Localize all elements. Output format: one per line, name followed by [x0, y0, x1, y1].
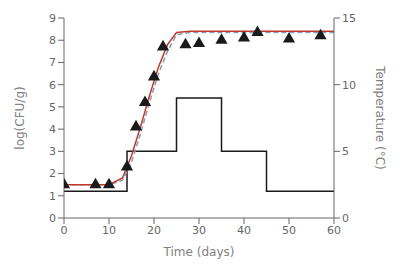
svg-text:log(CFU/g): log(CFU/g) — [13, 86, 27, 149]
svg-text:0: 0 — [342, 212, 349, 225]
svg-text:30: 30 — [192, 224, 206, 237]
svg-text:6: 6 — [49, 79, 56, 92]
svg-text:10: 10 — [342, 79, 356, 92]
svg-text:1: 1 — [49, 190, 56, 203]
svg-text:5: 5 — [342, 145, 349, 158]
svg-text:40: 40 — [237, 224, 251, 237]
svg-text:10: 10 — [102, 224, 116, 237]
svg-text:5: 5 — [49, 101, 56, 114]
svg-text:Time (days): Time (days) — [163, 245, 235, 259]
svg-text:60: 60 — [327, 224, 341, 237]
svg-text:2: 2 — [49, 167, 56, 180]
svg-text:15: 15 — [342, 12, 356, 25]
svg-text:0: 0 — [49, 212, 56, 225]
svg-text:3: 3 — [49, 145, 56, 158]
svg-text:4: 4 — [49, 123, 56, 136]
svg-text:20: 20 — [147, 224, 161, 237]
svg-text:0: 0 — [61, 224, 68, 237]
svg-text:Temperature (°C): Temperature (°C) — [373, 65, 387, 170]
svg-text:8: 8 — [49, 34, 56, 47]
svg-text:9: 9 — [49, 12, 56, 25]
svg-text:50: 50 — [282, 224, 296, 237]
svg-text:7: 7 — [49, 56, 56, 69]
